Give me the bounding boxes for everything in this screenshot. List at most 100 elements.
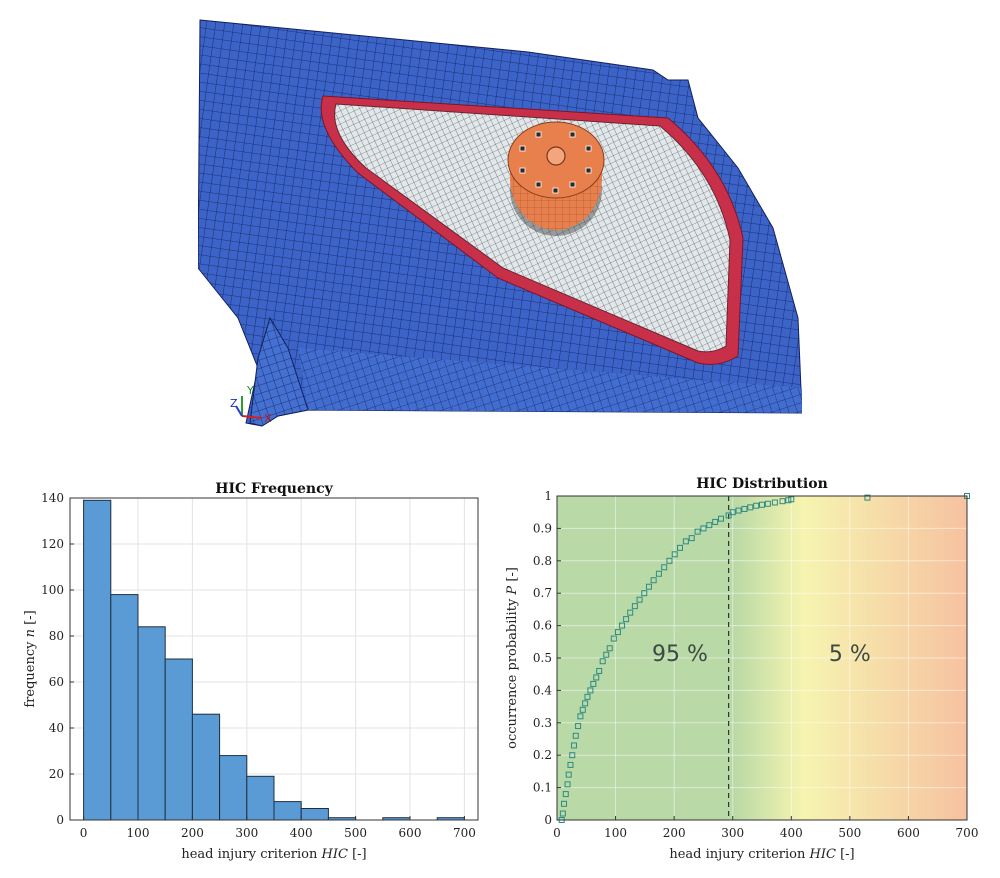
cdf-xlabel-unit: [-]: [840, 847, 855, 862]
axis-triad: Y Z X: [230, 384, 272, 425]
hist-ytick-label: 140: [41, 491, 64, 505]
cdf-ylabel-symbol: P: [505, 586, 520, 596]
head-impactor: [507, 121, 605, 236]
cdf-point: [700, 525, 707, 532]
cdf-point: [655, 570, 662, 577]
cdf-point: [735, 507, 742, 514]
cdf-xlabel: head injury criterion HIC [-]: [669, 847, 854, 862]
cdf-ylabel: occurrence probability P [-]: [505, 567, 520, 749]
cdf-ytick-label: 0.8: [533, 554, 552, 568]
cdf-point: [725, 512, 732, 519]
cdf-xtick-label: 0: [553, 826, 561, 840]
hist-ytick-label: 80: [49, 629, 64, 643]
cdf-ytick-label: 0.7: [533, 586, 552, 600]
cdf-ytick-label: 0.2: [533, 748, 552, 762]
hist-xtick-label: 0: [80, 826, 88, 840]
cdf-point: [603, 651, 610, 658]
cdf-point: [562, 791, 569, 798]
cdf-point: [706, 522, 713, 529]
axis-triad-y: Y: [246, 384, 254, 397]
cdf-point: [614, 629, 621, 636]
cdf-point: [741, 505, 748, 512]
hist-xlabel-unit: [-]: [352, 847, 367, 862]
hist-xtick-label: 600: [399, 826, 422, 840]
cdf-point: [619, 622, 626, 629]
cdf-point: [753, 502, 760, 509]
cdf-point: [599, 658, 606, 665]
hist-title: HIC Frequency: [215, 481, 333, 497]
cdf-point: [671, 551, 678, 558]
axis-triad-z: Z: [230, 397, 238, 410]
cdf-point: [712, 518, 719, 525]
hist-bar: [273, 801, 302, 821]
cdf-ytick-label: 0.9: [533, 521, 552, 535]
cdf-point: [567, 761, 574, 768]
cdf-point: [610, 635, 617, 642]
cdf-xtick-label: 400: [780, 826, 803, 840]
cdf-point: [650, 577, 657, 584]
cdf-point: [636, 596, 643, 603]
hist-bar: [164, 658, 193, 821]
cdf-point: [641, 590, 648, 597]
cdf-xlabel-symbol: HIC: [809, 847, 836, 862]
hist-xtick-label: 200: [181, 826, 204, 840]
cdf-point: [565, 771, 572, 778]
cdf-xtick-label: 100: [604, 826, 627, 840]
cdf-xtick-label: 200: [663, 826, 686, 840]
cdf-ytick-label: 0: [544, 813, 552, 827]
hist-ytick-label: 20: [49, 767, 64, 781]
cdf-point: [718, 515, 724, 522]
region-label: 95 %: [652, 642, 708, 667]
cdf-ytick-label: 1: [544, 489, 552, 503]
cdf-point: [631, 603, 638, 610]
hist-ylabel-text: frequency: [23, 641, 38, 708]
cdf-point: [582, 700, 589, 707]
hist-ytick-label: 100: [41, 583, 64, 597]
hist-xlabel: head injury criterion HIC [-]: [181, 847, 366, 862]
cdf-point: [564, 781, 571, 788]
cdf-point: [606, 645, 613, 652]
cdf-xlabel-text: head injury criterion: [669, 847, 806, 862]
cdf-point: [747, 504, 754, 511]
hist-xlabel-symbol: HIC: [321, 847, 348, 862]
hist-xtick-label: 500: [344, 826, 367, 840]
cdf-point: [559, 810, 566, 817]
axis-triad-x: X: [264, 412, 272, 425]
cdf-point: [759, 501, 765, 508]
cdf-point: [627, 609, 634, 616]
window-glass: [334, 103, 731, 353]
cdf-point: [677, 544, 683, 551]
hist-xtick-label: 400: [290, 826, 313, 840]
hist-bar: [110, 594, 139, 821]
cdf-point: [779, 498, 786, 505]
hist-ylabel-unit: [-]: [23, 610, 38, 625]
cdf-point: [570, 742, 577, 749]
cdf-point: [694, 528, 701, 535]
hist-bar: [219, 755, 248, 821]
hist-ytick-label: 120: [41, 537, 64, 551]
hist-bar: [300, 808, 329, 821]
cdf-ytick-label: 0.4: [533, 683, 552, 697]
cdf-point: [682, 538, 689, 545]
hic-distribution-chart: HIC Distribution 95 % 5 % 0 100 200 300 400 50…: [505, 476, 978, 862]
hist-xtick-label: 300: [235, 826, 258, 840]
cdf-point: [645, 583, 652, 590]
cdf-point: [596, 667, 603, 674]
hist-ylabel-symbol: n: [23, 629, 38, 637]
cdf-ylabel-text: occurrence probability: [505, 598, 520, 749]
sill: [298, 348, 802, 413]
cdf-ylabel-unit: [-]: [505, 567, 520, 582]
hic-frequency-chart: HIC Frequency 0 100 200 300 400 500 600 700 0 20 4…: [23, 481, 479, 862]
hist-ytick-label: 40: [49, 721, 64, 735]
cdf-point: [688, 535, 695, 542]
cdf-point: [575, 723, 582, 730]
cdf-ytick-label: 0.6: [533, 619, 552, 633]
cdf-point: [771, 499, 778, 506]
cdf-point: [572, 732, 579, 739]
hist-ytick-label: 60: [49, 675, 64, 689]
cdf-point: [666, 557, 673, 564]
cdf-point: [584, 693, 591, 700]
region-label: 5 %: [829, 642, 871, 667]
cdf-point: [561, 800, 568, 807]
cdf-point: [661, 564, 668, 571]
